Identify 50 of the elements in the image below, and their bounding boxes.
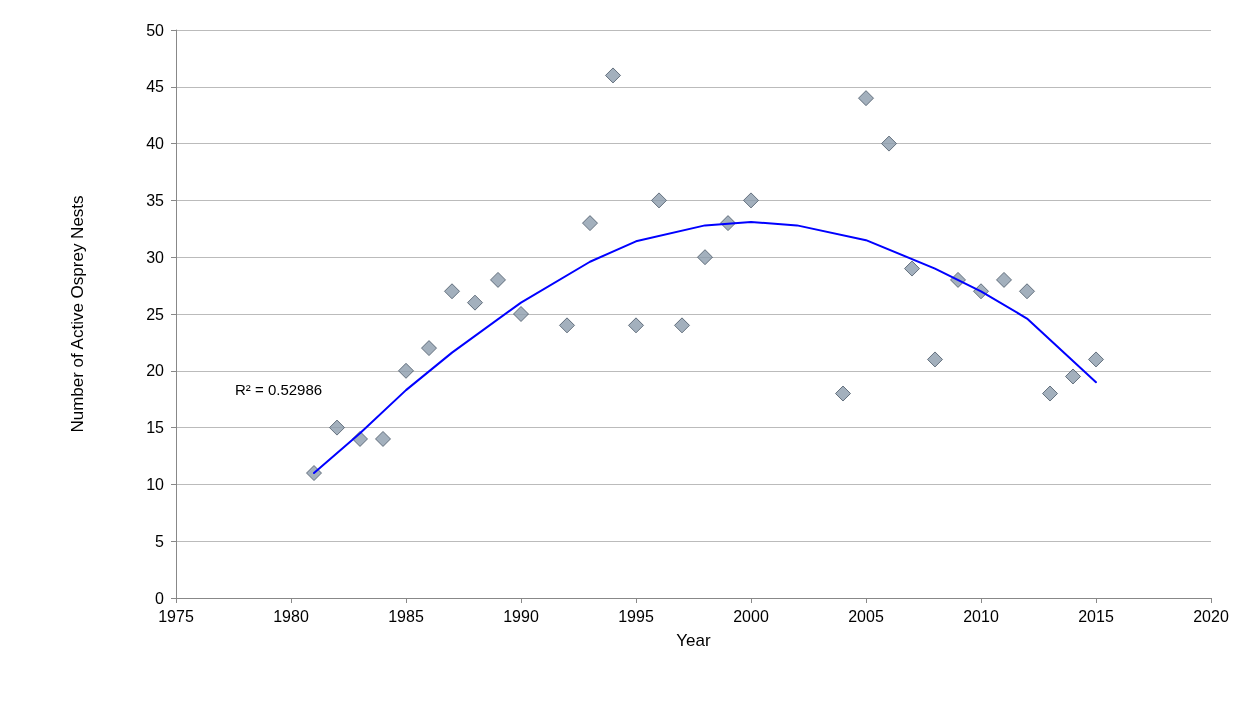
y-tick-label: 10 (146, 475, 165, 493)
point (858, 90, 874, 107)
y-tick-label: 0 (155, 589, 165, 607)
x-axis-title: Year (676, 631, 712, 650)
y-tick-label: 50 (146, 21, 165, 39)
point (628, 317, 644, 334)
x-tick-label: 1990 (503, 607, 539, 625)
point (1088, 351, 1104, 368)
y-tick-label: 30 (146, 248, 165, 266)
annotation: R² = 0.52986 (235, 381, 323, 398)
y-tick-label: 25 (146, 305, 165, 323)
point (375, 430, 391, 447)
point (582, 215, 598, 232)
point (467, 294, 483, 311)
y-tick-label: 20 (146, 362, 165, 380)
x-tick-label: 2000 (733, 607, 769, 625)
x-tick-label: 2020 (1193, 607, 1229, 625)
x-tick-label: 1995 (618, 607, 654, 625)
point (605, 67, 621, 84)
point (674, 317, 690, 334)
y-tick-label: 45 (146, 78, 165, 96)
point (1019, 283, 1035, 300)
point (835, 385, 851, 402)
x-tick-label: 2015 (1078, 607, 1114, 625)
point (559, 317, 575, 334)
point (697, 249, 713, 266)
point (329, 419, 345, 436)
point (996, 271, 1012, 288)
point (421, 340, 437, 357)
x-tick-label: 1985 (388, 607, 424, 625)
point (1042, 385, 1058, 402)
point (444, 283, 460, 300)
point (904, 260, 920, 277)
y-axis-title: Number of Active Osprey Nests (68, 195, 87, 433)
point (651, 192, 667, 209)
point (927, 351, 943, 368)
point (1065, 368, 1081, 385)
x-tick-label: 1975 (158, 607, 194, 625)
point (490, 271, 506, 288)
y-tick-label: 35 (146, 191, 165, 209)
y-tick-label: 5 (155, 532, 165, 550)
point (398, 362, 414, 379)
y-tick-label: 15 (146, 419, 165, 437)
x-tick-label: 2010 (963, 607, 999, 625)
x-tick-label: 2005 (848, 607, 884, 625)
point (881, 135, 897, 152)
point (513, 306, 529, 322)
x-tick-label: 1980 (273, 607, 309, 625)
y-tick-label: 40 (146, 135, 165, 153)
point (743, 192, 759, 209)
